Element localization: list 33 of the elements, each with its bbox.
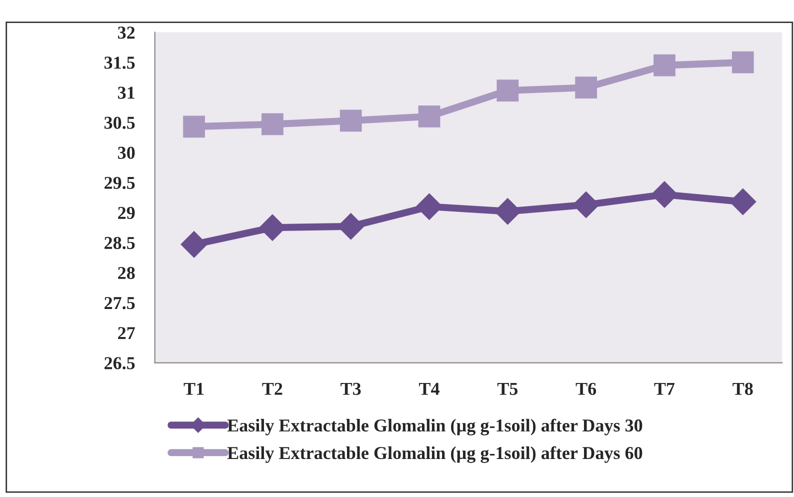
y-tick-label: 27 [118, 327, 135, 340]
x-tick-label: T3 [340, 382, 361, 395]
y-tick-label: 30.5 [104, 116, 135, 129]
point [496, 80, 519, 102]
point [340, 110, 362, 132]
x-tick-label: T8 [732, 382, 753, 395]
point [180, 231, 208, 258]
point [730, 188, 756, 216]
y-tick-label: 28.5 [104, 236, 135, 250]
x-tick-label: T7 [654, 382, 675, 395]
x-tick-label: T5 [497, 382, 518, 395]
y-tick-label: 26.5 [104, 357, 135, 370]
y-tick-label: 32 [118, 26, 135, 39]
point [418, 105, 440, 128]
legend-label: Easily Extractable Glomalin (µg g-1soil) after Days 30 [227, 418, 642, 436]
y-tick-label: 29.5 [104, 176, 135, 190]
x-tick-label: T1 [184, 382, 204, 395]
point [651, 181, 678, 208]
y-tick-label: 28 [118, 266, 135, 280]
y-tick-label: 29 [118, 206, 135, 220]
point [183, 116, 205, 138]
y-tick-label: 27.5 [104, 297, 135, 310]
point [262, 113, 284, 136]
point [575, 76, 598, 99]
x-tick-label: T4 [419, 382, 440, 395]
y-tick-label: 31.5 [104, 56, 135, 69]
legend-label: Easily Extractable Glomalin (µg g-1soil) after Days 60 [227, 446, 642, 463]
x-tick-label: T2 [262, 382, 282, 395]
point [654, 54, 676, 76]
y-tick-label: 31 [118, 86, 134, 99]
x-tick-label: T6 [576, 382, 596, 395]
point [732, 51, 754, 74]
y-tick-label: 30 [118, 146, 135, 159]
